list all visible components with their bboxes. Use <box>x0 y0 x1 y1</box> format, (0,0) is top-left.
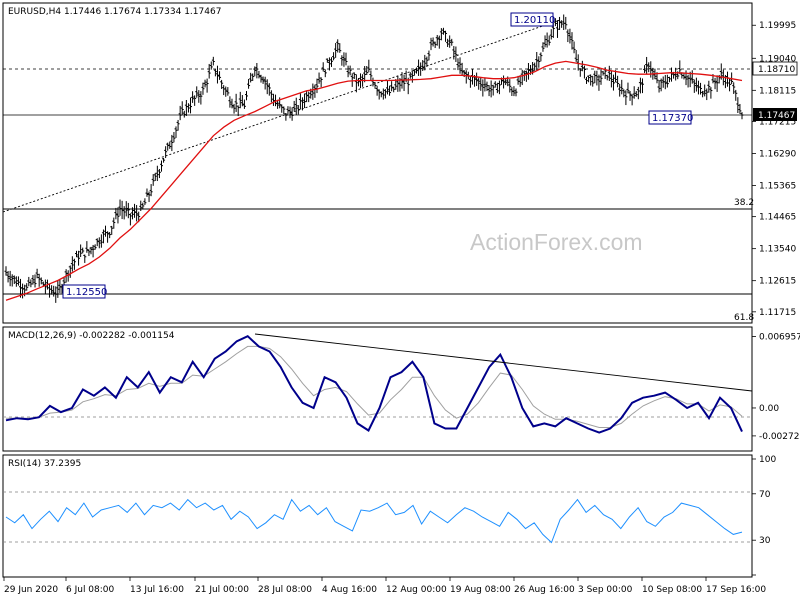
last-price-box <box>753 108 797 121</box>
price-tick-label: 1.11715 <box>759 308 796 318</box>
macd-header: MACD(12,26,9) -0.002282 -0.001154 <box>8 331 175 341</box>
last-price: 1.17467 <box>758 111 795 121</box>
price-tick-label: 1.17215 <box>759 117 796 127</box>
date-tick-label: 4 Aug 16:00 <box>322 585 377 595</box>
macd-tick-label: 0.006957 <box>759 333 800 343</box>
fib-38-label: 38.2 <box>734 198 754 208</box>
low-annotation: 1.17370 <box>652 113 693 124</box>
date-tick-label: 3 Sep 00:00 <box>578 585 633 595</box>
date-tick-label: 21 Jul 00:00 <box>195 585 249 595</box>
high-annotation: 1.20110 <box>514 15 555 26</box>
price-tick-label: 1.19995 <box>759 21 796 31</box>
price-axis: 1.19995 1.19040 1.18115 1.17215 1.16290 1.153… <box>752 21 796 318</box>
high-annotation-box <box>510 12 554 27</box>
price-tick-label: 1.18115 <box>759 86 796 96</box>
low-annotation-box <box>648 110 692 125</box>
rsi-tick-label: 100 <box>759 455 776 465</box>
moving-average-line <box>5 60 743 301</box>
rsi-line <box>5 498 743 544</box>
date-tick-label: 10 Sep 08:00 <box>642 585 702 595</box>
price-tick-label: 1.14465 <box>759 213 796 223</box>
price-tag: 1.18710 <box>758 65 795 75</box>
price-tick-label: 1.13540 <box>759 245 796 255</box>
rsi-tick-label: 70 <box>759 490 771 500</box>
date-tick-label: 26 Aug 16:00 <box>514 585 575 595</box>
date-tick-label: 13 Jul 16:00 <box>130 585 184 595</box>
rsi-tick-label: 30 <box>759 536 771 546</box>
macd-axis: 0.006957 0.00 -0.002722 <box>752 333 800 442</box>
macd-line <box>5 335 743 434</box>
date-tick-label: 29 Jun 2020 <box>4 585 58 595</box>
price-tag-box <box>752 61 798 76</box>
macd-trendline <box>254 333 753 392</box>
watermark: ActionForex.com <box>470 229 643 255</box>
rsi-panel <box>2 454 753 578</box>
date-tick-label: 6 Jul 08:00 <box>66 585 115 595</box>
price-panel <box>2 2 753 324</box>
macd-tick-label: -0.002722 <box>759 432 800 442</box>
date-tick-label: 17 Sep 16:00 <box>706 585 766 595</box>
macd-panel <box>2 326 753 452</box>
price-tick-label: 1.19040 <box>759 54 796 64</box>
start-annotation: 1.12550 <box>66 287 107 298</box>
price-bars <box>4 14 744 303</box>
price-tick-label: 1.12615 <box>759 277 796 287</box>
rsi-header: RSI(14) 37.2395 <box>8 459 81 469</box>
date-tick-label: 28 Jul 08:00 <box>258 585 312 595</box>
date-tick-label: 19 Aug 08:00 <box>450 585 511 595</box>
price-header: EURUSD,H4 1.17446 1.17674 1.17334 1.1746… <box>8 7 221 17</box>
price-tick-label: 1.15365 <box>759 181 796 191</box>
start-annotation-box <box>62 284 106 299</box>
macd-signal-line <box>6 345 743 428</box>
rsi-axis: 100 70 30 <box>752 455 776 576</box>
fib-61-label: 61.8 <box>734 313 754 323</box>
macd-tick-label: 0.00 <box>759 404 779 414</box>
date-tick-label: 12 Aug 00:00 <box>386 585 447 595</box>
price-tick-label: 1.16290 <box>759 149 796 159</box>
date-axis: 29 Jun 2020 6 Jul 08:00 13 Jul 16:00 21 Jul… <box>3 577 766 595</box>
